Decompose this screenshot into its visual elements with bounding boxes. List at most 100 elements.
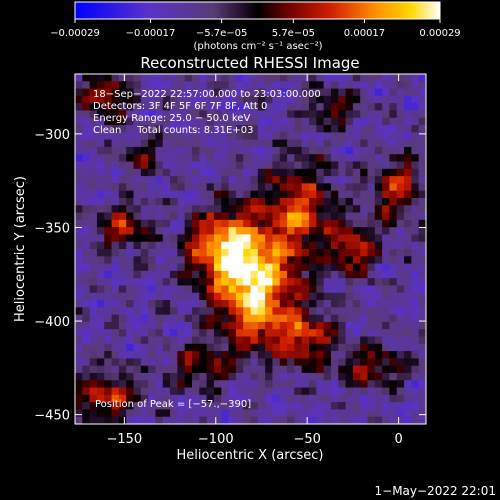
heatmap-cell <box>309 263 317 272</box>
heatmap-cell <box>265 219 273 228</box>
heatmap-cell <box>360 117 368 126</box>
heatmap-cell <box>221 183 229 192</box>
heatmap-cell <box>192 365 200 374</box>
heatmap-cell <box>352 205 361 213</box>
heatmap-cell <box>382 402 390 410</box>
heatmap-cell <box>140 197 149 206</box>
heatmap-cell <box>104 132 112 141</box>
heatmap-cell <box>352 256 361 264</box>
heatmap-cell <box>411 197 420 206</box>
heatmap-cell <box>382 125 390 133</box>
heatmap-cell <box>75 227 83 235</box>
heatmap-cell <box>82 132 91 141</box>
heatmap-cell <box>338 88 346 97</box>
heatmap-cell <box>199 270 208 279</box>
heatmap-cell <box>184 249 193 257</box>
heatmap-cell <box>162 190 171 199</box>
heatmap-cell <box>389 329 398 337</box>
heatmap-cell <box>418 409 427 418</box>
heatmap-cell <box>309 117 317 126</box>
heatmap-cell <box>133 125 142 133</box>
heatmap-cell <box>309 161 317 170</box>
heatmap-cell <box>360 380 368 388</box>
heatmap-cell <box>338 263 346 272</box>
heatmap-cell <box>192 168 200 177</box>
heatmap-cell <box>126 380 134 388</box>
heatmap-cell <box>404 88 412 97</box>
heatmap-cell <box>360 365 368 374</box>
heatmap-cell <box>140 263 149 272</box>
heatmap-cell <box>140 416 149 425</box>
heatmap-cell <box>316 402 325 410</box>
heatmap-cell <box>316 132 325 141</box>
heatmap-cell <box>126 278 134 286</box>
heatmap-cell <box>221 380 229 388</box>
heatmap-cell <box>104 292 112 301</box>
heatmap-cell <box>111 387 120 396</box>
heatmap-cell <box>184 197 193 206</box>
heatmap-cell <box>228 321 237 330</box>
heatmap-cell <box>309 270 317 279</box>
heatmap-cell <box>345 358 354 367</box>
heatmap-cell <box>418 146 427 155</box>
heatmap-cell <box>126 416 134 425</box>
heatmap-cell <box>345 329 354 337</box>
heatmap-cell <box>148 168 156 177</box>
heatmap-cell <box>374 329 383 337</box>
heatmap-cell <box>155 132 164 141</box>
heatmap-cell <box>382 292 390 301</box>
heatmap-cell <box>75 205 83 213</box>
heatmap-cell <box>206 249 215 257</box>
heatmap-cell <box>111 402 120 410</box>
colorbar-gradient <box>74 1 441 20</box>
heatmap-cell <box>360 81 368 89</box>
heatmap-cell <box>279 329 288 337</box>
heatmap-cell <box>221 249 229 257</box>
heatmap-cell <box>396 380 405 388</box>
heatmap-cell <box>206 351 215 359</box>
heatmap-cell <box>301 183 310 192</box>
heatmap-cell <box>301 394 310 403</box>
heatmap-cell <box>213 117 222 126</box>
heatmap-cell <box>301 270 310 279</box>
heatmap-cell <box>411 380 420 388</box>
heatmap-cell <box>396 402 405 410</box>
heatmap-cell <box>309 190 317 199</box>
heatmap-cell <box>294 205 303 213</box>
heatmap-cell <box>345 387 354 396</box>
heatmap-cell <box>82 365 91 374</box>
heatmap-cell <box>257 139 266 148</box>
heatmap-cell <box>301 314 310 323</box>
heatmap-cell <box>374 409 383 418</box>
heatmap-cell <box>111 146 120 155</box>
heatmap-cell <box>148 183 156 192</box>
heatmap-cell <box>382 103 390 111</box>
heatmap-cell <box>96 270 105 279</box>
heatmap-cell <box>338 183 346 192</box>
heatmap-cell <box>89 409 98 418</box>
heatmap-cell <box>235 154 244 162</box>
heatmap-cell <box>345 74 354 82</box>
heatmap-cell <box>243 176 251 184</box>
observation-info: 18−Sep−2022 22:57:00.000 to 23:03:00.000… <box>93 89 321 136</box>
heatmap-cell <box>118 176 127 184</box>
heatmap-cell <box>221 394 229 403</box>
heatmap-cell <box>177 88 186 97</box>
heatmap-cell <box>345 197 354 206</box>
heatmap-cell <box>199 394 208 403</box>
heatmap-cell <box>118 307 127 316</box>
heatmap-cell <box>411 227 420 235</box>
heatmap-cell <box>104 285 112 294</box>
heatmap-cell <box>396 110 405 119</box>
heatmap-cell <box>411 256 420 264</box>
heatmap-cell <box>250 402 259 410</box>
heatmap-cell <box>206 300 215 308</box>
heatmap-cell <box>235 307 244 316</box>
heatmap-cell <box>170 161 178 170</box>
heatmap-cell <box>162 278 171 286</box>
heatmap-cell <box>243 285 251 294</box>
heatmap-cell <box>301 285 310 294</box>
heatmap-cell <box>170 387 178 396</box>
heatmap-cell <box>323 409 332 418</box>
heatmap-cell <box>213 285 222 294</box>
